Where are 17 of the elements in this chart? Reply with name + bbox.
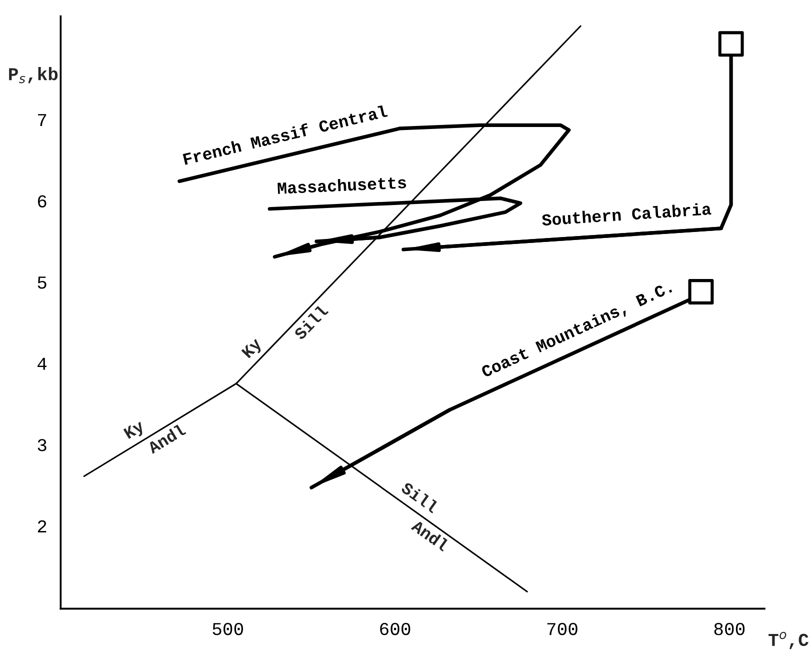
annotation: Ky xyxy=(241,337,265,361)
x-tick-label: 500 xyxy=(212,622,243,636)
x-tick-label: 600 xyxy=(380,622,410,636)
series-label: Southern Calabria xyxy=(542,202,712,226)
x-tick-label: 700 xyxy=(547,622,578,636)
y-tick-label: 4 xyxy=(38,358,47,370)
series-label: Massachusetts xyxy=(278,176,406,194)
x-tick-label: 800 xyxy=(714,622,745,636)
y-tick-label: 5 xyxy=(38,276,46,289)
y-tick-label: 3 xyxy=(38,439,46,452)
annotation: Ky xyxy=(123,420,147,442)
x-axis-title: T$^{o}$,C xyxy=(768,632,808,650)
y-tick-label: 7 xyxy=(38,114,46,126)
y-axis-title: P$_{s}$,kb xyxy=(9,67,58,84)
y-tick-label: 2 xyxy=(38,520,46,532)
text: French Massif Central xyxy=(182,104,388,165)
y-tick-label: 6 xyxy=(38,195,46,208)
